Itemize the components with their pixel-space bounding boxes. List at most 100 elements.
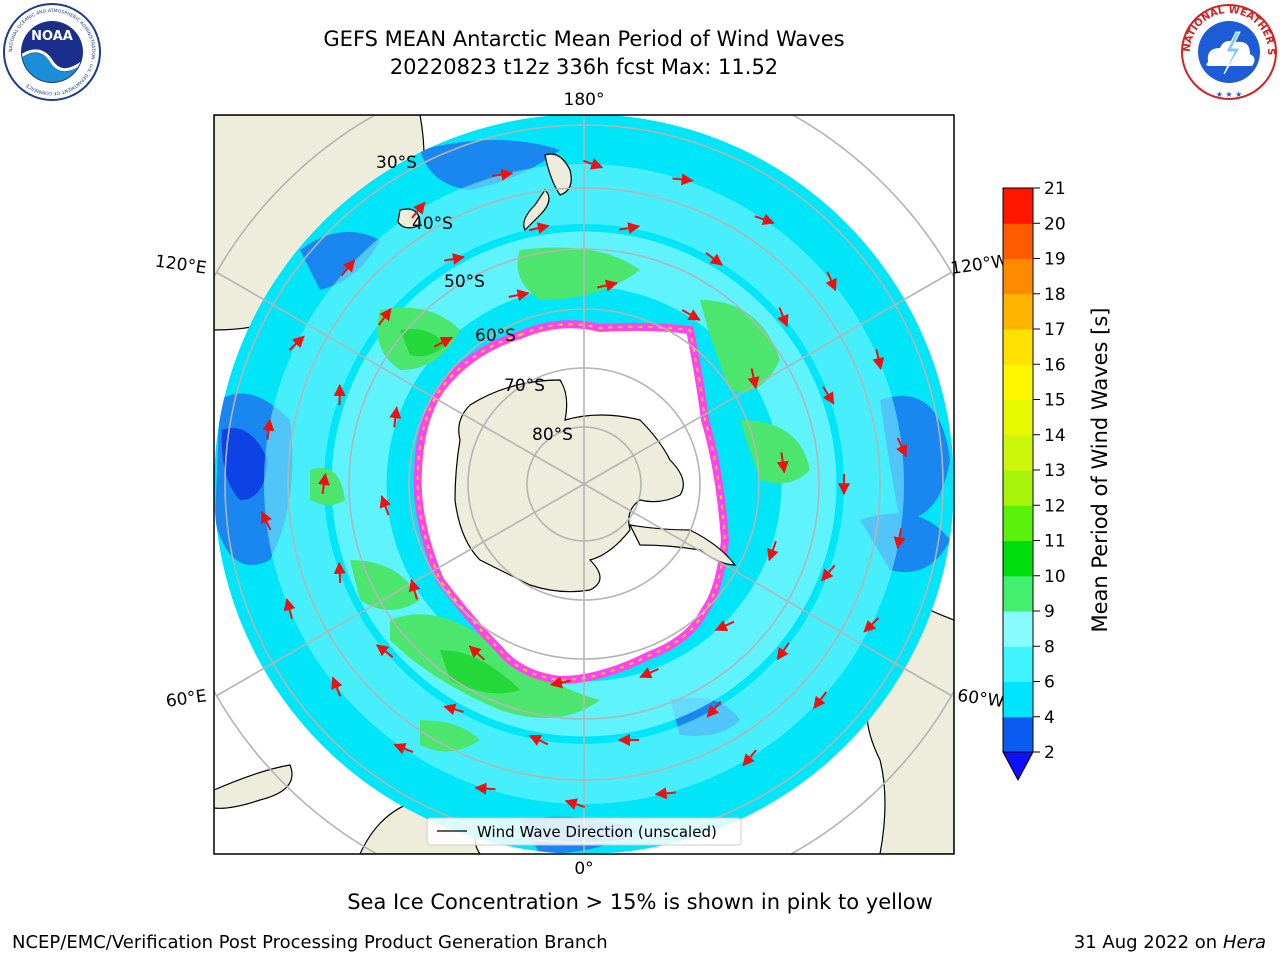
wind-wave-arrow bbox=[754, 213, 775, 225]
lat-label-40s: 40°S bbox=[412, 214, 453, 234]
wind-wave-arrow bbox=[872, 349, 885, 370]
wind-wave-arrow bbox=[528, 222, 550, 234]
wind-wave-arrow bbox=[777, 307, 789, 328]
new-zealand-south-island bbox=[523, 189, 550, 232]
wind-wave-arrow bbox=[260, 510, 272, 531]
colorbar-bin bbox=[1003, 611, 1033, 647]
footer-host: Hera bbox=[1222, 932, 1266, 953]
map-legend: Wind Wave Direction (unscaled) bbox=[426, 817, 742, 846]
colorbar-bin bbox=[1003, 646, 1033, 682]
colorbar-bin bbox=[1003, 434, 1033, 471]
wind-wave-arrow bbox=[375, 644, 394, 658]
lon-label-60e: 60°E bbox=[165, 686, 208, 711]
colorbar-tick-label: 19 bbox=[1044, 250, 1066, 270]
wind-wave-arrow bbox=[654, 787, 676, 800]
wind-wave-arrow bbox=[714, 620, 735, 632]
colorbar-tick-label: 21 bbox=[1044, 179, 1066, 199]
wind-wave-arrow bbox=[444, 253, 465, 265]
wind-wave-arrow bbox=[377, 307, 392, 326]
wind-wave-arrow bbox=[468, 645, 486, 661]
wind-wave-arrow bbox=[317, 472, 330, 495]
colorbar-bin bbox=[1003, 329, 1033, 365]
colorbar-tick-label: 12 bbox=[1044, 496, 1066, 516]
wind-wave-arrow bbox=[283, 598, 296, 619]
colorbar-tick-label: 15 bbox=[1044, 391, 1066, 411]
colorbar-under-extension bbox=[1002, 751, 1034, 782]
wind-wave-arrow bbox=[443, 703, 464, 716]
wind-wave-arrow bbox=[508, 289, 530, 302]
wind-wave-arrow bbox=[333, 561, 346, 583]
wind-wave-arrow bbox=[474, 782, 496, 795]
wind-wave-arrow bbox=[564, 798, 586, 810]
colorbar-bin bbox=[1003, 505, 1033, 541]
wind-wave-arrow bbox=[619, 222, 641, 235]
wind-wave-arrow bbox=[411, 201, 426, 219]
wind-wave-arrow bbox=[825, 271, 837, 292]
wind-wave-arrow bbox=[389, 406, 402, 428]
colorbar-tick-label: 18 bbox=[1044, 285, 1066, 305]
wind-wave-arrow bbox=[433, 336, 453, 348]
colorbar-bin bbox=[1003, 258, 1033, 295]
chart-title: GEFS MEAN Antarctic Mean Period of Wind … bbox=[323, 27, 845, 51]
wind-wave-arrow bbox=[492, 168, 514, 181]
lon-label-120e: 120°E bbox=[154, 252, 208, 279]
wind-wave-arrow bbox=[863, 617, 880, 633]
colorbar-label: Mean Period of Wind Waves [s] bbox=[1088, 308, 1112, 633]
new-zealand-landmass bbox=[544, 153, 572, 196]
wind-wave-arrow bbox=[582, 158, 604, 170]
nws-logo: NATIONAL WEATHER SERVICE ★ ★ ★ bbox=[1178, 2, 1277, 100]
chart-subtitle: 20220823 t12z 336h fcst Max: 11.52 bbox=[389, 55, 779, 79]
footer-date-text: 31 Aug 2022 on bbox=[1073, 932, 1218, 953]
wind-wave-arrow bbox=[597, 279, 618, 292]
graticule bbox=[214, 115, 954, 854]
colorbar-tick-label: 16 bbox=[1044, 355, 1066, 375]
wind-wave-arrow bbox=[528, 734, 549, 746]
wind-wave-arrow bbox=[893, 528, 906, 550]
wind-wave-arrow bbox=[767, 540, 779, 562]
colorbar-tick-label: 13 bbox=[1044, 461, 1066, 481]
wind-wave-arrow bbox=[639, 667, 659, 679]
wind-wave-arrow bbox=[681, 309, 701, 321]
colorbar-bin bbox=[1003, 293, 1033, 330]
colorbar-tick-label: 20 bbox=[1044, 214, 1066, 234]
lat-label-70s: 70°S bbox=[504, 376, 545, 396]
wind-wave-arrow bbox=[379, 495, 392, 516]
colorbar-tick-label: 17 bbox=[1044, 320, 1066, 340]
wind-wave-arrow bbox=[776, 452, 789, 474]
colorbar: 2 4 6 8 9 10 11 12 13 14 15 16 17 18 19 20 21 Mean Perio… bbox=[1002, 179, 1112, 782]
antarctica-landmass bbox=[454, 379, 684, 593]
colorbar-tick-label: 11 bbox=[1044, 532, 1066, 552]
wind-wave-arrow bbox=[747, 368, 760, 390]
svg-text:★ ★ ★: ★ ★ ★ bbox=[1216, 90, 1243, 99]
colorbar-tick-label: 14 bbox=[1044, 426, 1066, 446]
colorbar-bin bbox=[1003, 188, 1033, 224]
wind-wave-arrow bbox=[742, 749, 757, 767]
lat-label-60s: 60°S bbox=[475, 326, 516, 346]
colorbar-tick-label: 10 bbox=[1044, 567, 1066, 587]
wind-wave-arrow bbox=[549, 676, 571, 689]
colorbar-tick-label: 2 bbox=[1044, 743, 1055, 763]
lon-label-180: 180° bbox=[564, 90, 605, 110]
lat-label-80s: 80°S bbox=[532, 425, 573, 445]
lat-label-50s: 50°S bbox=[444, 272, 485, 292]
wind-wave-arrow bbox=[340, 259, 356, 277]
wind-wave-arrow bbox=[776, 642, 790, 661]
wind-wave-arrow bbox=[705, 252, 723, 266]
colorbar-tick-label: 6 bbox=[1044, 673, 1055, 693]
colorbar-bin bbox=[1003, 681, 1033, 718]
colorbar-bin bbox=[1003, 223, 1033, 259]
noaa-logo-text: NOAA bbox=[31, 29, 73, 44]
wind-wave-arrow bbox=[813, 691, 827, 709]
colorbar-bin bbox=[1003, 716, 1033, 753]
wind-wave-arrows bbox=[260, 158, 908, 810]
wind-wave-arrow bbox=[262, 418, 275, 440]
wind-wave-arrow bbox=[672, 173, 694, 186]
colorbar-tick-label: 4 bbox=[1044, 708, 1055, 728]
wind-wave-arrow bbox=[822, 386, 835, 405]
wind-wave-arrow bbox=[896, 437, 908, 458]
wind-wave-arrow bbox=[706, 701, 722, 718]
colorbar-bin bbox=[1003, 540, 1033, 577]
wind-wave-arrow bbox=[288, 335, 305, 351]
legend-label: Wind Wave Direction (unscaled) bbox=[477, 823, 717, 841]
